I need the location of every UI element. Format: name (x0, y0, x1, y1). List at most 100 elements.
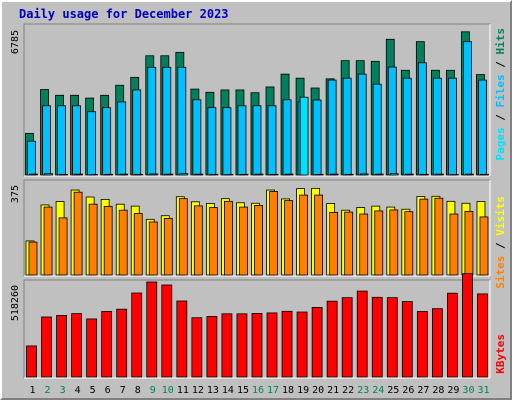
day-label: 15 (237, 385, 249, 396)
pages-bar (284, 173, 294, 176)
day-label: 14 (222, 385, 234, 396)
kbytes-bar (221, 313, 233, 378)
kbytes-bar (206, 316, 218, 378)
files-bar (282, 99, 292, 176)
pages-bar (465, 173, 474, 176)
files-bar (102, 107, 112, 176)
kbytes-bar (477, 293, 488, 378)
day-label: 31 (477, 385, 489, 396)
sites-bar (193, 205, 203, 276)
pages-bar (404, 173, 414, 176)
pages-bar (314, 173, 324, 176)
day-label: 24 (372, 385, 384, 396)
day-label: 26 (402, 385, 414, 396)
files-bar (402, 77, 412, 176)
day-label: 18 (282, 385, 294, 396)
sites-bar (208, 207, 218, 276)
pages-bar (74, 173, 83, 176)
sites-bar (284, 200, 293, 276)
chart-title: Daily usage for December 2023 (19, 7, 229, 21)
files-bar (132, 89, 142, 176)
sites-bar (359, 213, 369, 276)
sites-bar (344, 211, 354, 276)
day-label: 23 (357, 385, 369, 396)
kbytes-bar (447, 292, 458, 378)
legend-separator: / (494, 108, 507, 128)
day-label: 27 (417, 385, 429, 396)
pages-bar (149, 173, 159, 176)
kbytes-bar (311, 307, 323, 378)
kbytes-bar (462, 273, 473, 378)
pages-bar (164, 173, 174, 176)
files-bar (147, 66, 157, 176)
files-bar (177, 66, 187, 176)
sites-bar (479, 216, 489, 276)
files-bar (387, 66, 397, 176)
kbytes-bar (356, 290, 368, 378)
sites-bar (329, 211, 339, 276)
files-bar (162, 66, 172, 176)
legend-visits: Visits (494, 196, 507, 236)
sites-bar (58, 217, 68, 276)
day-label: 19 (297, 385, 309, 396)
panel-3-legend: KBytes (494, 334, 507, 374)
pages-bar (44, 173, 53, 176)
day-label: 7 (120, 385, 126, 396)
files-bar (72, 105, 81, 176)
kbytes-bar (161, 284, 173, 378)
day-label: 4 (75, 385, 81, 396)
day-label: 30 (462, 385, 474, 396)
legend-files: Files (494, 74, 507, 107)
kbytes-bar (86, 318, 98, 378)
sites-bar (118, 209, 128, 276)
day-label: 2 (45, 385, 51, 396)
kbytes-bar (101, 311, 113, 378)
day-label: 12 (192, 385, 204, 396)
kbytes-bar (191, 317, 203, 378)
files-bar (57, 105, 66, 176)
pages-bar (29, 173, 38, 176)
files-bar (267, 105, 277, 176)
sites-bar (43, 206, 53, 276)
kbytes-bar (71, 313, 82, 378)
panel-3-max-label: 518260 (10, 285, 21, 321)
kbytes-bar (281, 310, 293, 378)
files-bar (192, 99, 202, 176)
kbytes-bar (131, 292, 143, 378)
day-label: 29 (447, 385, 459, 396)
kbytes-bar (41, 316, 52, 378)
sites-bar (374, 210, 384, 276)
day-label: 6 (105, 385, 111, 396)
pages-bar (209, 173, 219, 176)
pages-bar (59, 173, 68, 176)
kbytes-bar (386, 297, 398, 378)
kbytes-bar (401, 301, 413, 378)
pages-bar (344, 173, 354, 176)
kbytes-bar (341, 297, 353, 378)
kbytes-bar (251, 313, 263, 378)
pages-bar (480, 173, 489, 176)
day-label: 10 (162, 385, 174, 396)
kbytes-bar (176, 300, 188, 378)
sites-bar (404, 211, 414, 276)
files-bar (312, 99, 322, 176)
pages-bar (299, 96, 309, 176)
sites-bar (163, 217, 173, 276)
sites-bar (239, 206, 248, 276)
sites-bar (103, 205, 113, 276)
files-bar (117, 101, 127, 176)
files-bar (417, 62, 427, 176)
legend-kbytes: KBytes (494, 334, 507, 374)
kbytes-bar (56, 315, 67, 378)
files-bar (222, 107, 232, 176)
legend-pages: Pages (494, 127, 507, 160)
kbytes-bar (326, 300, 338, 378)
sites-bar (254, 204, 263, 276)
day-label: 9 (150, 385, 156, 396)
day-label: 20 (312, 385, 324, 396)
sites-bar (269, 191, 278, 276)
kbytes-bar (371, 296, 383, 378)
pages-bar (419, 173, 429, 176)
